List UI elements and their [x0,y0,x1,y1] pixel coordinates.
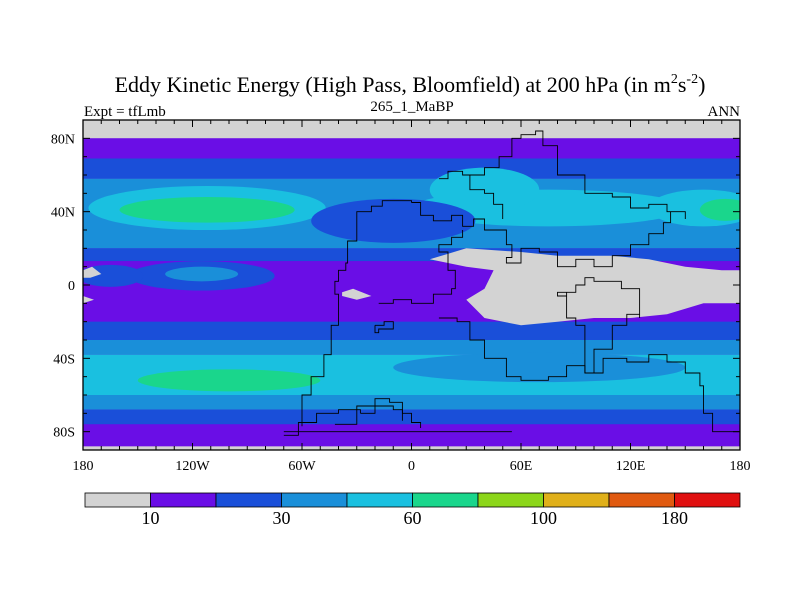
field-blob-9 [165,266,239,282]
field-blob-3 [699,198,740,221]
field-band-7 [83,340,740,355]
coastline-1 [360,405,403,421]
title-s: s [678,72,687,97]
colorbar-label-3: 100 [530,508,557,528]
y-axis-labels: 80N 40N 0 40S 80S [51,132,75,440]
coastline-0 [334,398,422,428]
grey-area-1 [83,266,102,278]
colorbar-swatch-8 [608,492,675,508]
title-m-exp: 2 [671,72,678,87]
coastline-10 [438,170,504,219]
colorbar-labels: 10 30 60 100 180 [142,508,689,528]
colorbar-swatch-9 [674,492,741,508]
coastline-8 [374,321,394,334]
coastline-5 [411,202,672,268]
field-blob-8 [83,264,144,287]
colorbar-swatch-4 [346,492,413,508]
colorbar-swatch-3 [281,492,348,508]
coastline-9 [462,130,686,219]
coastline-2 [283,409,361,436]
colorbar-swatch-2 [215,492,282,508]
x-tick-label-4: 60E [510,459,533,474]
colorbar-label-2: 60 [404,508,422,528]
colorbar-swatch-7 [543,492,610,508]
title-close: ) [698,72,705,97]
field-blob-1 [119,197,295,223]
x-axis-labels: 180 120W 60W 0 60E 120E 180 [73,459,751,474]
y-tick-label-1: 40N [51,206,75,221]
map-field [83,120,740,450]
field-band-2 [83,158,740,179]
coastlines [283,130,740,436]
field-band-1 [83,138,740,159]
colorbar-swatch-1 [150,492,217,508]
field-blob-6 [311,198,476,243]
field-band-9 [83,395,740,410]
colorbar-swatch-0 [84,492,151,508]
y-tick-label-3: 40S [53,352,75,367]
field-band-11 [83,424,740,447]
season-label: ANN [708,104,741,120]
title-main: Eddy Kinetic Energy (High Pass, Bloomfie… [115,72,671,97]
coastline-4 [301,200,412,427]
y-tick-label-4: 80S [53,426,75,441]
colorbar-label-1: 30 [273,508,291,528]
axis-ticks [82,119,741,451]
x-tick-label-5: 120E [616,459,646,474]
y-tick-label-0: 80N [51,132,75,147]
x-tick-label-1: 120W [175,459,210,474]
x-tick-label-6: 180 [730,459,751,474]
grey-area-2 [83,296,94,304]
chart-subtitle: 265_1_MaBP [370,99,453,115]
coastline-11 [378,230,464,304]
chart-title: Eddy Kinetic Energy (High Pass, Bloomfie… [115,72,706,97]
experiment-label: Expt = tfLmb [84,104,166,120]
x-tick-label-3: 0 [408,459,415,474]
colorbar-swatch-6 [477,492,544,508]
coastline-7 [557,277,641,374]
grey-area-0 [429,248,740,326]
field-band-6 [83,321,740,340]
colorbar-label-4: 180 [661,508,688,528]
title-s-exp: -2 [686,72,698,87]
field-blob-11 [137,369,321,392]
x-tick-label-2: 60W [288,459,316,474]
field-band-0 [83,120,740,139]
colorbar-label-0: 10 [142,508,160,528]
grey-area-3 [342,288,372,300]
x-tick-label-0: 180 [73,459,94,474]
colorbar [84,492,741,508]
field-blob-10 [393,352,686,383]
colorbar-swatch-5 [412,492,479,508]
y-tick-label-2: 0 [68,279,75,294]
